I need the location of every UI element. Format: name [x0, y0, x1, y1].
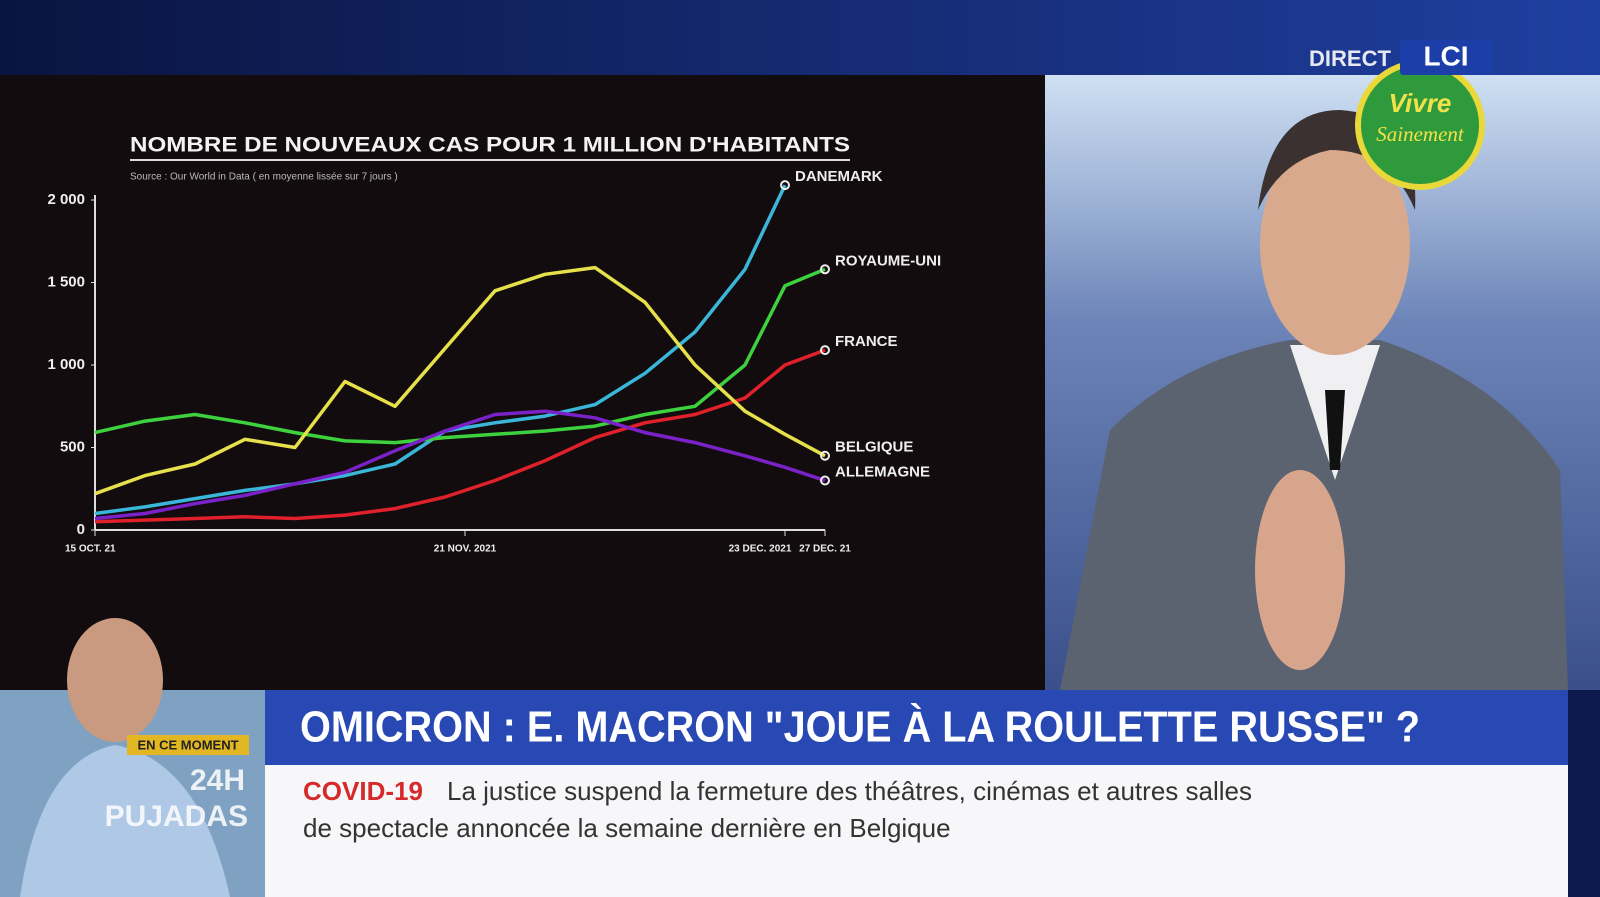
y-tick-label: 2 000: [47, 191, 85, 208]
end-marker: [820, 450, 830, 461]
series-line: [94, 348, 826, 524]
inset-show-line1: 24H: [190, 764, 245, 797]
chart-subtitle: Source : Our World in Data ( en moyenne …: [130, 172, 398, 183]
presenter-tie: [1325, 390, 1345, 470]
y-tick-label: 1 500: [47, 273, 85, 290]
ticker-topic: COVID-19: [303, 776, 423, 806]
chart-panel: [0, 75, 1045, 690]
ticker-bar: [265, 765, 1568, 897]
y-tick-label: 1 000: [47, 356, 85, 373]
ticker-line2: de spectacle annoncée la semaine dernièr…: [303, 813, 951, 843]
series-line: [94, 267, 826, 445]
series-label: FRANCE: [835, 333, 898, 350]
series-line: [94, 265, 826, 496]
end-marker: [820, 264, 830, 275]
series-label: ALLEMAGNE: [835, 463, 930, 480]
end-marker: [780, 180, 790, 191]
inset-shirt: [20, 745, 230, 897]
badge-line2: Sainement: [1376, 122, 1465, 146]
presenter-face: [1260, 135, 1410, 355]
edge: [1568, 690, 1600, 897]
y-tick-label: 0: [77, 521, 85, 538]
end-marker: [820, 345, 830, 356]
series-label: DANEMARK: [795, 168, 883, 185]
x-tick-label: 21 NOV. 2021: [434, 544, 497, 555]
top-band: [0, 0, 1600, 80]
logo-box: [1400, 40, 1492, 75]
ticker-line1: La justice suspend la fermeture des théâ…: [447, 776, 1252, 806]
headline-bar: [265, 690, 1568, 765]
x-tick-label: 27 DEC. 21: [799, 544, 851, 555]
inset-tag: EN CE MOMENT: [137, 737, 238, 752]
x-tick-label: 23 DEC. 2021: [729, 544, 792, 555]
headline: OMICRON : E. MACRON "JOUE À LA ROULETTE …: [300, 702, 1420, 752]
badge-line1: Vivre: [1389, 88, 1452, 118]
inset-face: [67, 618, 163, 742]
series-label: BELGIQUE: [835, 439, 913, 456]
y-tick-label: 500: [60, 438, 85, 455]
end-marker: [820, 475, 830, 486]
presenter-hands: [1255, 470, 1345, 670]
inset-tag-box: [127, 735, 249, 755]
series-line: [94, 409, 826, 521]
chart-title: NOMBRE DE NOUVEAUX CAS POUR 1 MILLION D'…: [130, 134, 850, 157]
series-label: ROYAUME-UNI: [835, 252, 941, 269]
channel-logo: LCI: [1423, 40, 1468, 71]
live-label: DIRECT: [1309, 46, 1391, 71]
x-tick-label: 15 OCT. 21: [65, 544, 116, 555]
inset-show-line2: PUJADAS: [105, 800, 248, 833]
chart: NOMBRE DE NOUVEAUX CAS POUR 1 MILLION D'…: [47, 134, 941, 555]
